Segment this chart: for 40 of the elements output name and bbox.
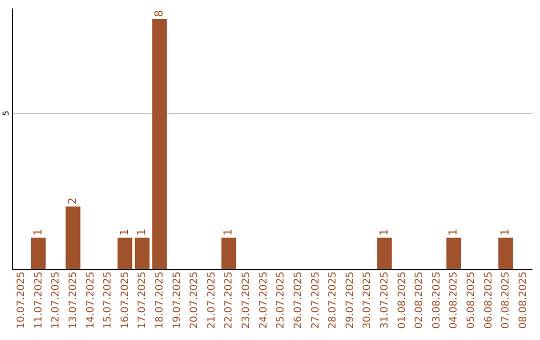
x-tick-label: 02.08.2025: [414, 272, 426, 329]
x-tick-label: 16.07.2025: [120, 272, 131, 329]
x-tick-label: 17.07.2025: [137, 272, 148, 329]
x-tick-label: 05.08.2025: [466, 272, 477, 329]
x-tick-label: 25.07.2025: [276, 272, 287, 329]
data-label: 1: [222, 228, 235, 236]
data-label: 1: [118, 228, 131, 236]
x-tick-label: 19.07.2025: [172, 272, 183, 329]
data-label: 1: [377, 228, 390, 236]
x-tick-label: 08.08.2025: [518, 272, 529, 329]
x-tick-label: 03.08.2025: [431, 272, 442, 329]
x-tick-label: 28.07.2025: [328, 272, 339, 329]
x-tick-label: 15.07.2025: [102, 272, 114, 329]
x-tick-label: 26.07.2025: [292, 272, 304, 329]
x-tick-label: 31.07.2025: [379, 272, 390, 329]
x-tick-label: 07.08.2025: [500, 272, 512, 329]
x-tick-label: 29.07.2025: [344, 272, 356, 329]
x-tick-label: 01.08.2025: [396, 272, 408, 329]
data-label: 2: [66, 197, 79, 204]
x-tick-label: 18.07.2025: [154, 272, 166, 329]
data-label: 1: [498, 228, 512, 236]
x-tick-label: 12.07.2025: [50, 272, 62, 329]
x-tick-label: 20.07.2025: [189, 272, 200, 329]
x-tick-label: 04.08.2025: [448, 272, 460, 329]
data-label: 1: [446, 228, 460, 236]
x-tick-label: 30.07.2025: [362, 272, 374, 329]
x-tick-label: 14.07.2025: [85, 272, 96, 329]
data-label: 1: [31, 228, 44, 236]
x-tick-label: 22.07.2025: [224, 272, 235, 329]
x-tick-label: 21.07.2025: [206, 272, 218, 329]
y-tick-label: 5: [2, 110, 10, 116]
x-tick-label: 13.07.2025: [68, 272, 79, 329]
x-tick-label: 06.08.2025: [483, 272, 494, 329]
x-tick-label: 11.07.2025: [33, 272, 44, 329]
x-tick-label: 23.07.2025: [241, 272, 252, 329]
x-tick-label: 10.07.2025: [16, 272, 28, 329]
data-label: 8: [152, 10, 166, 17]
x-tick-label: 27.07.2025: [310, 272, 322, 329]
x-tick-label: 24.07.2025: [258, 272, 270, 329]
data-label: 1: [135, 228, 148, 236]
